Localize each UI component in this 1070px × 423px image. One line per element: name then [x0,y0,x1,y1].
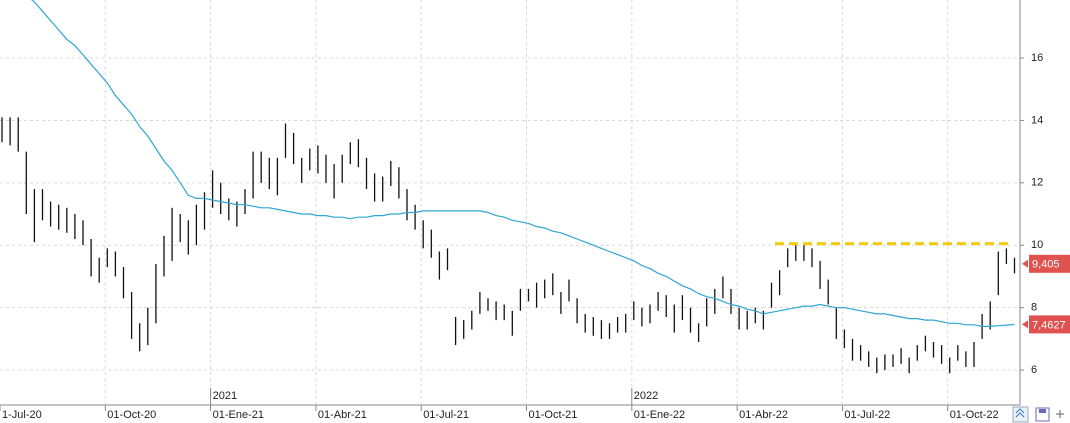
last-value-box [1029,315,1070,334]
x-tick-label: 01-Oct-20 [107,409,156,421]
x-tick-label: 01-Abr-22 [739,409,788,421]
x-tick-label: 01-Oct-21 [529,409,578,421]
x-tick-label: 01-Oct-22 [950,409,999,421]
y-tick-label: 14 [1031,114,1043,126]
zoom-button[interactable] [1012,406,1029,423]
y-tick-label: 12 [1031,177,1043,189]
last-value-pointer [1022,320,1028,329]
toolbar [1012,406,1064,423]
x-tick-label: 1-Jul-20 [2,409,42,421]
year-label: 2022 [634,390,658,402]
x-tick-label: 01-Abr-21 [318,409,367,421]
year-label: 2021 [213,390,237,402]
plot-area [1,0,1016,374]
zoom-icon [1015,408,1025,418]
last-value-label: 7,4627 [1032,319,1066,331]
y-tick-label: 16 [1031,52,1043,64]
save-icon [1039,409,1046,413]
y-tick-label: 6 [1031,364,1037,376]
last-value-label: 9,405 [1032,259,1060,271]
add-button[interactable] [1056,410,1064,418]
y-tick-label: 10 [1031,239,1043,251]
x-tick-label: 01-Ene-21 [213,409,264,421]
last-value-box [1029,254,1070,273]
x-tick-label: 01-Jul-22 [844,409,890,421]
moving-average [30,0,1015,327]
y-tick-label: 8 [1031,302,1037,314]
last-value-pointer [1022,259,1028,268]
x-tick-label: 01-Ene-22 [634,409,685,421]
x-tick-label: 01-Jul-21 [423,409,469,421]
